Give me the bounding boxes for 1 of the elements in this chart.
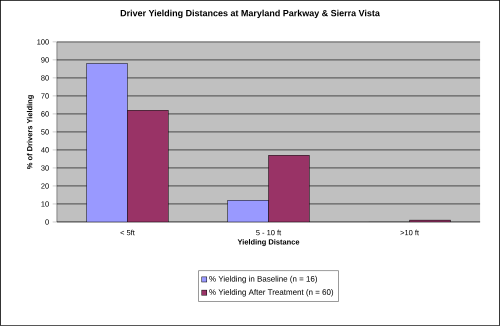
chart-title: Driver Yielding Distances at Maryland Parkway & Sierra Vista (120, 10, 380, 18)
